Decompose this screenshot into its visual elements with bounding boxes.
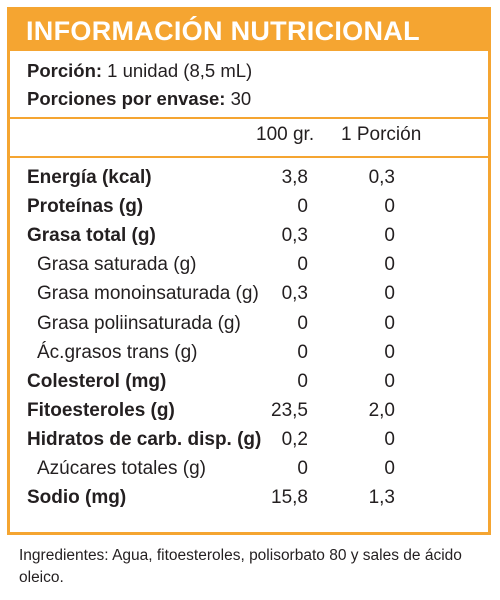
portion-label: Porción: — [27, 60, 103, 81]
nutrient-label: Ác.grasos trans (g) — [37, 341, 198, 363]
value-per-portion: 0,3 — [368, 167, 395, 188]
nutrient-label: Fitoesteroles (g) — [27, 399, 175, 421]
nutrient-row: Ác.grasos trans (g) 0 0 — [10, 342, 488, 371]
nutrient-row: Colesterol (mg) 0 0 — [10, 371, 488, 400]
value-per-100g: 0,3 — [281, 283, 308, 305]
value-per-portion: 0 — [384, 428, 395, 450]
value-per-portion: 2,0 — [368, 399, 395, 421]
divider — [10, 156, 488, 158]
divider — [10, 117, 488, 119]
nutrient-row: Grasa total (g) 0,3 0 — [10, 225, 488, 254]
value-per-100g: 0 — [297, 370, 308, 392]
nutrient-row: Hidratos de carb. disp. (g) 0,2 0 — [10, 429, 488, 458]
value-per-portion: 1,3 — [368, 487, 395, 509]
nutrient-label: Grasa poliinsaturada (g) — [37, 312, 241, 334]
nutrient-label: Proteínas (g) — [27, 196, 144, 218]
nutrient-row: Azúcares totales (g) 0 0 — [10, 458, 488, 487]
nutrient-row: Fitoesteroles (g) 23,5 2,0 — [10, 400, 488, 429]
value-per-100g: 0 — [297, 341, 308, 363]
value-per-100g: 0 — [297, 196, 308, 218]
nutrient-row: Grasa poliinsaturada (g) 0 0 — [10, 313, 488, 342]
nutrient-label: Sodio (mg) — [27, 487, 127, 509]
nutrient-label: Energía (kcal) — [27, 167, 152, 188]
nutrient-label: Azúcares totales (g) — [37, 458, 206, 479]
nutrient-row: Grasa saturada (g) 0 0 — [10, 254, 488, 283]
value-per-portion: 0 — [384, 458, 395, 479]
title-bar: INFORMACIÓN NUTRICIONAL — [10, 10, 488, 51]
column-header-100g: 100 gr. — [256, 124, 315, 145]
portion-line: Porción: 1 unidad (8,5 mL) — [27, 60, 252, 82]
nutrition-table: INFORMACIÓN NUTRICIONAL Porción: 1 unida… — [7, 7, 491, 535]
value-per-portion: 0 — [384, 254, 395, 276]
value-per-portion: 0 — [384, 196, 395, 218]
value-per-portion: 0 — [384, 225, 395, 247]
ingredients-text: Ingredientes: Agua, fitoesteroles, polis… — [19, 547, 462, 586]
servings-line: Porciones por envase: 30 — [27, 88, 251, 110]
value-per-portion: 0 — [384, 312, 395, 334]
value-per-100g: 15,8 — [271, 487, 308, 509]
value-per-100g: 0,3 — [281, 225, 308, 247]
portion-value: 1 unidad (8,5 mL) — [107, 60, 253, 81]
nutrient-label: Grasa saturada (g) — [37, 254, 197, 276]
value-per-100g: 0 — [297, 254, 308, 276]
servings-value: 30 — [230, 88, 252, 109]
nutrient-row: Proteínas (g) 0 0 — [10, 196, 488, 225]
column-header-portion: 1 Porción — [341, 124, 422, 145]
value-per-100g: 3,8 — [281, 167, 308, 188]
nutrient-label: Grasa total (g) — [27, 225, 156, 247]
table-title: INFORMACIÓN NUTRICIONAL — [26, 16, 420, 46]
value-per-portion: 0 — [384, 341, 395, 363]
value-per-portion: 0 — [384, 283, 395, 305]
nutrient-row: Energía (kcal) 3,8 0,3 — [10, 167, 488, 196]
value-per-100g: 0 — [297, 458, 308, 479]
nutrient-label: Hidratos de carb. disp. (g) — [27, 428, 262, 450]
nutrient-label: Colesterol (mg) — [27, 370, 167, 392]
nutrient-label: Grasa monoinsaturada (g) — [37, 283, 259, 305]
servings-label: Porciones por envase: — [27, 88, 226, 109]
value-per-100g: 23,5 — [271, 399, 308, 421]
nutrient-row: Grasa monoinsaturada (g) 0,3 0 — [10, 283, 488, 312]
nutrient-row: Sodio (mg) 15,8 1,3 — [10, 487, 488, 516]
value-per-100g: 0 — [297, 312, 308, 334]
value-per-portion: 0 — [384, 370, 395, 392]
value-per-100g: 0,2 — [281, 428, 308, 450]
